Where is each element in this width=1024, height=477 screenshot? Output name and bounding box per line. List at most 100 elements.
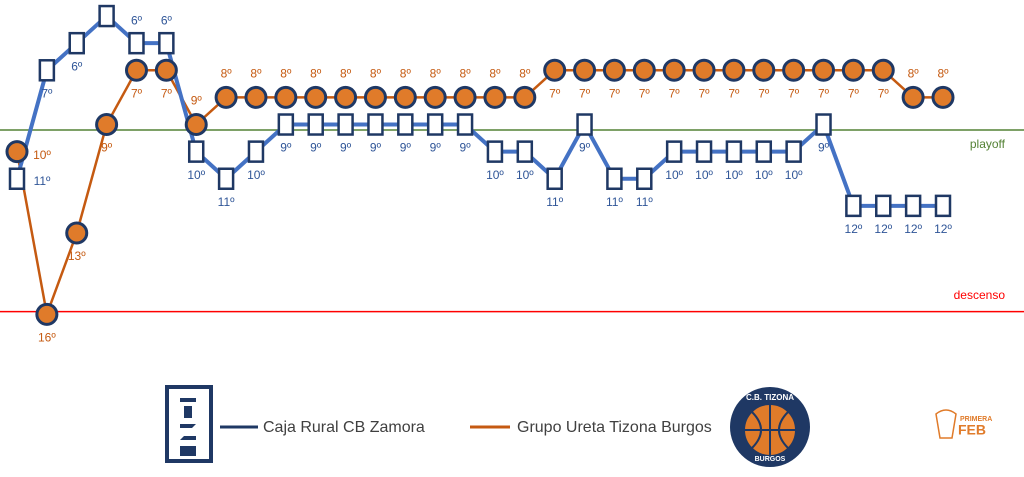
burgos-marker [184,113,208,137]
data-label: 7º [699,86,711,100]
data-label: 16º [38,330,56,344]
data-label: 8º [937,67,949,81]
burgos-marker [692,58,716,82]
data-label: 11º [546,195,563,209]
data-label: 8º [370,67,382,81]
zamora-marker [486,140,504,163]
reference-label: playoff [970,137,1006,151]
data-label: 8º [400,67,412,81]
zamora-marker [247,140,265,163]
data-label: 7º [758,86,770,100]
data-label: 11º [218,195,235,209]
data-label: 10º [247,168,265,182]
burgos-marker [632,58,656,82]
zamora-marker [725,140,743,163]
burgos-marker [214,85,238,109]
data-label: 8º [519,67,531,81]
legend-label: Grupo Ureta Tizona Burgos [517,419,712,436]
data-label: 7º [728,86,740,100]
data-label: 10º [725,168,743,182]
data-label: 8º [221,67,233,81]
burgos-marker [65,221,89,245]
reference-label: descenso [954,288,1006,302]
data-label: 8º [310,67,322,81]
burgos-marker [35,302,59,326]
zamora-marker [785,140,802,163]
zamora-marker [337,113,354,136]
data-label: 6º [71,59,83,73]
data-label: 6º [131,13,143,27]
feb-logo: PRIMERA FEB [935,409,992,439]
data-label: 6º [161,13,173,27]
zamora-marker [875,194,892,218]
burgos-marker [722,58,746,82]
zamora-marker [636,167,653,190]
burgos-marker [393,85,417,109]
data-label: 7º [878,86,890,100]
zamora-marker [606,167,623,190]
data-label: 7º [669,86,681,100]
data-label: 10º [516,168,534,182]
series-line [15,14,943,208]
data-label: 12º [934,222,952,236]
burgos-marker [841,58,865,82]
data-label: 9º [101,141,113,155]
burgos-marker [782,58,806,82]
data-label: 11º [636,195,653,209]
zamora-marker [426,113,444,136]
zamora-marker [456,113,474,136]
burgos-marker [453,85,477,109]
zamora-marker [845,194,862,218]
data-label: 9º [400,141,412,155]
zamora-marker [904,194,922,218]
logo-text: FEB [958,422,986,438]
burgos-marker [573,58,597,82]
data-label: 7º [609,86,621,100]
legend-label: Caja Rural CB Zamora [263,419,425,436]
burgos-marker [752,58,776,82]
zamora-marker [98,4,115,28]
burgos-marker [871,58,895,82]
burgos-marker [602,58,626,82]
data-label: 10º [665,168,683,182]
zamora-logo [165,385,213,463]
logo-text: C.B. TIZONA [746,393,794,402]
burgos-marker [244,85,268,109]
zamora-marker [695,140,713,163]
logo-text: BURGOS [755,456,786,463]
data-label: 10º [755,168,773,182]
data-label: 7º [639,86,651,100]
zamora-marker [397,113,414,136]
data-label: 7º [41,86,53,100]
data-label: 7º [579,86,591,100]
data-label: 7º [131,86,143,100]
zamora-marker [934,194,952,218]
data-label: 7º [788,86,800,100]
data-label: 12º [874,222,892,236]
burgos-marker [931,85,955,109]
burgos-marker [95,113,119,137]
zamora-marker [755,140,773,163]
burgos-marker [154,58,178,82]
data-label: 9º [370,141,382,155]
zamora-marker [38,59,56,82]
data-label: 9º [460,141,472,155]
burgos-marker [363,85,387,109]
data-label: 7º [818,86,830,100]
zamora-marker [128,31,145,55]
data-label: 11º [606,195,623,209]
zamora-marker [815,113,832,136]
burgos-marker [543,58,567,82]
data-label: 8º [489,67,501,81]
data-label: 13º [68,249,86,263]
burgos-marker [334,85,358,109]
data-label: 10º [785,168,803,182]
burgos-marker [423,85,447,109]
burgos-marker [274,85,298,109]
burgos-marker [662,58,686,82]
data-label: 7º [549,86,561,100]
data-label: 9º [191,94,203,108]
burgos-marker [483,85,507,109]
data-label: 7º [161,86,173,100]
